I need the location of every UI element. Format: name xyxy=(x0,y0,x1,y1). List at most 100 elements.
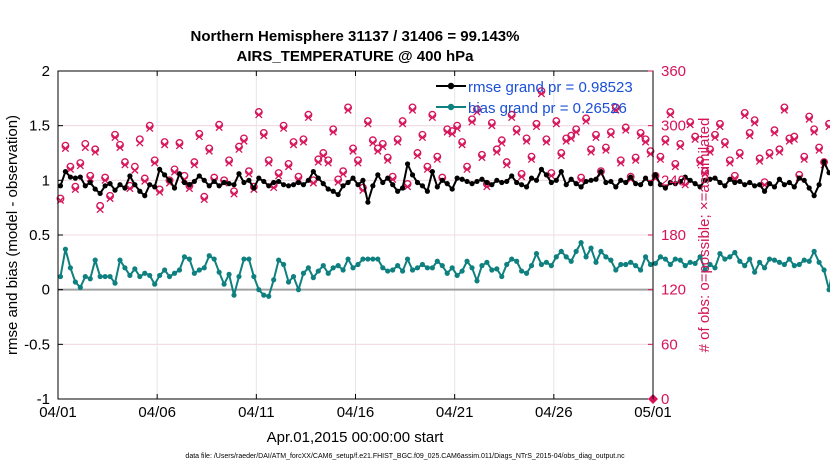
obs-assimilated-point xyxy=(433,155,441,164)
obs-assimilated-point xyxy=(537,90,546,98)
obs-assimilated-point xyxy=(245,170,253,178)
bias-point xyxy=(246,256,252,262)
obs-assimilated-point xyxy=(800,155,808,164)
rmse-point xyxy=(256,175,262,181)
obs-assimilated-point xyxy=(582,117,590,125)
bias-point xyxy=(241,256,247,262)
obs-assimilated-point xyxy=(716,122,724,131)
obs-assimilated-point xyxy=(572,128,580,136)
rmse-point xyxy=(702,177,708,183)
rmse-point xyxy=(82,183,88,189)
rmse-point xyxy=(494,177,500,183)
y-right-tick-label: 300 xyxy=(661,118,686,135)
bias-point xyxy=(752,269,758,275)
bias-point xyxy=(186,256,192,262)
bias-point xyxy=(563,254,569,260)
bias-point xyxy=(647,261,654,268)
rmse-point xyxy=(310,168,316,175)
obs-assimilated-point xyxy=(706,148,714,156)
rmse-point xyxy=(727,176,733,182)
obs-assimilated-point xyxy=(527,155,536,164)
bias-point xyxy=(523,270,530,276)
obs-assimilated-point xyxy=(542,138,551,146)
bias-point xyxy=(677,257,683,263)
rmse-point xyxy=(370,183,376,189)
rmse-point xyxy=(677,178,683,185)
obs-assimilated-point xyxy=(522,137,531,145)
obs-assimilated-point xyxy=(825,122,830,131)
rmse-point xyxy=(821,159,827,165)
bias-point xyxy=(380,265,386,271)
obs-assimilated-point xyxy=(260,132,268,140)
obs-assimilated-point xyxy=(364,120,372,128)
rmse-point xyxy=(345,179,351,186)
bias-point xyxy=(320,263,326,269)
obs-assimilated-point xyxy=(612,106,620,114)
x-tick-label: 05/01 xyxy=(634,404,672,421)
bias-point xyxy=(642,254,649,260)
x-axis-label: Apr.01,2015 00:00:00 start xyxy=(267,429,445,446)
obs-assimilated-point xyxy=(155,188,164,196)
rmse-point xyxy=(553,177,559,183)
bias-point xyxy=(62,246,69,252)
obs-assimilated-point xyxy=(274,172,283,180)
obs-assimilated-point xyxy=(418,133,427,142)
bias-point xyxy=(588,245,594,251)
bias-point xyxy=(766,256,773,262)
rmse-point xyxy=(231,182,237,188)
obs-assimilated-point xyxy=(671,163,679,171)
rmse-point xyxy=(186,182,192,188)
obs-assimilated-point xyxy=(384,156,392,164)
bias-point xyxy=(697,254,703,260)
legend-bias-label: bias grand pr = 0.26526 xyxy=(468,100,627,117)
bias-point xyxy=(464,258,470,264)
rmse-point xyxy=(771,184,778,190)
obs-assimilated-point xyxy=(428,113,437,122)
rmse-point xyxy=(246,177,252,183)
bias-point xyxy=(687,259,693,265)
y-right-tick-label: 360 xyxy=(661,63,686,80)
obs-assimilated-point xyxy=(413,152,422,160)
rmse-point xyxy=(62,168,69,175)
obs-assimilated-point xyxy=(398,120,407,128)
rmse-point xyxy=(737,178,743,185)
rmse-point xyxy=(181,179,188,186)
rmse-point xyxy=(276,178,282,185)
bias-point xyxy=(638,267,644,273)
obs-assimilated-point xyxy=(344,106,352,114)
obs-assimilated-point xyxy=(661,138,670,146)
bias-point xyxy=(181,254,188,260)
rmse-point xyxy=(444,181,450,187)
bias-point xyxy=(623,261,629,268)
bias-point xyxy=(742,263,748,269)
bias-point xyxy=(375,256,381,262)
obs-assimilated-point xyxy=(493,148,501,156)
obs-assimilated-point xyxy=(349,147,357,155)
bias-point xyxy=(489,267,495,273)
bias-point xyxy=(424,265,430,271)
rmse-point xyxy=(603,179,609,186)
y-left-tick-label: -1 xyxy=(37,391,50,408)
obs-assimilated-point xyxy=(160,141,169,149)
rmse-point xyxy=(350,175,356,181)
obs-assimilated-point xyxy=(631,156,640,164)
rmse-point xyxy=(127,173,133,179)
bias-point xyxy=(484,259,490,265)
bias-point xyxy=(196,267,202,273)
bias-point xyxy=(117,257,123,263)
bias-point xyxy=(662,256,668,262)
rmse-point xyxy=(776,176,783,182)
obs-assimilated-point xyxy=(91,148,99,156)
obs-assimilated-point xyxy=(146,124,154,133)
bias-point xyxy=(385,268,391,274)
rmse-point xyxy=(638,182,644,188)
rmse-point xyxy=(57,183,64,189)
obs-assimilated-point xyxy=(721,141,729,149)
bias-point xyxy=(449,265,455,271)
rmse-point xyxy=(697,184,703,190)
bias-point xyxy=(137,273,143,280)
obs-assimilated-point xyxy=(666,111,675,119)
bias-point xyxy=(514,258,520,264)
obs-assimilated-point xyxy=(805,115,813,123)
bias-point xyxy=(737,258,743,264)
